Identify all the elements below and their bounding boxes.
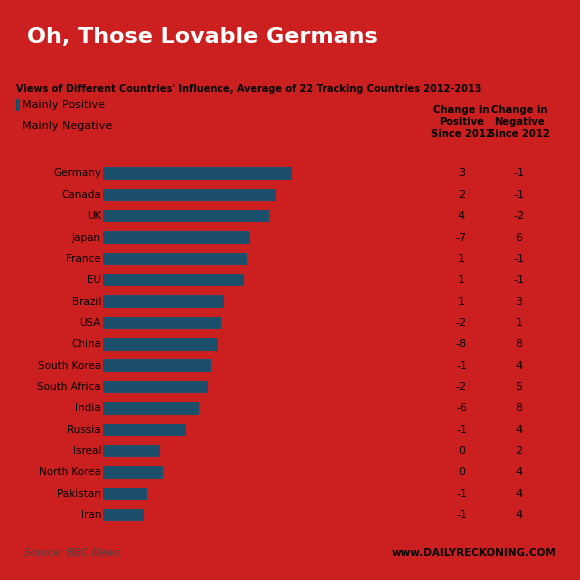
Text: India: India [75, 403, 101, 414]
Bar [304, 509, 494, 521]
Bar [304, 338, 452, 350]
Bar [304, 274, 391, 287]
Text: EU: EU [87, 276, 101, 285]
Text: -1: -1 [514, 190, 525, 200]
Text: Views of Different Countries' Influence, Average of 22 Tracking Countries 2012-2: Views of Different Countries' Influence,… [16, 84, 481, 94]
Bar [304, 253, 388, 265]
Text: -1: -1 [456, 361, 467, 371]
Text: -1: -1 [456, 510, 467, 520]
Text: Mainly Positive: Mainly Positive [23, 100, 106, 110]
Bar [103, 253, 246, 265]
Bar [304, 295, 401, 308]
Bar [304, 231, 407, 244]
Text: Pakistan: Pakistan [57, 489, 101, 499]
Text: France: France [66, 254, 101, 264]
Text: 4: 4 [516, 361, 523, 371]
Text: 8: 8 [516, 339, 523, 349]
Text: South Africa: South Africa [37, 382, 101, 392]
Bar [103, 445, 160, 457]
Text: 6: 6 [516, 233, 523, 242]
Text: -2: -2 [456, 318, 467, 328]
Text: China: China [71, 339, 101, 349]
Text: 1: 1 [458, 254, 465, 264]
Bar [103, 402, 199, 415]
Bar [304, 423, 423, 436]
Bar [103, 188, 276, 201]
Text: 4: 4 [516, 467, 523, 477]
Bar [103, 210, 269, 222]
Bar [103, 423, 186, 436]
Text: -7: -7 [456, 233, 467, 242]
Text: Russia: Russia [67, 425, 101, 435]
Bar [16, 99, 20, 111]
Bar [304, 402, 416, 415]
Bar [103, 466, 164, 478]
Text: -8: -8 [456, 339, 467, 349]
Bar [103, 317, 221, 329]
Bar [304, 317, 433, 329]
Text: 2: 2 [516, 446, 523, 456]
Text: 0: 0 [458, 446, 465, 456]
Text: 5: 5 [516, 382, 523, 392]
Text: Iran: Iran [81, 510, 101, 520]
Bar [103, 167, 292, 180]
Text: -2: -2 [456, 382, 467, 392]
Text: 3: 3 [516, 296, 523, 307]
Bar [16, 121, 20, 132]
Text: Brazil: Brazil [71, 296, 101, 307]
Bar [304, 466, 471, 478]
Bar [304, 210, 372, 222]
Text: South Korea: South Korea [38, 361, 101, 371]
Text: -1: -1 [514, 254, 525, 264]
Bar [103, 231, 250, 244]
Text: North Korea: North Korea [39, 467, 101, 477]
Bar [304, 188, 365, 201]
Text: Oh, Those Lovable Germans: Oh, Those Lovable Germans [27, 27, 378, 47]
Text: -1: -1 [456, 489, 467, 499]
Bar [103, 338, 218, 350]
Text: 0: 0 [458, 467, 465, 477]
Text: Japan: Japan [72, 233, 101, 242]
Text: Canada: Canada [61, 190, 101, 200]
Text: -1: -1 [514, 276, 525, 285]
Bar [304, 445, 449, 457]
Text: 4: 4 [458, 211, 465, 221]
Bar [103, 381, 208, 393]
Text: 2: 2 [458, 190, 465, 200]
Text: Change in
Positive
Since 2012: Change in Positive Since 2012 [430, 104, 492, 139]
Text: 3: 3 [458, 168, 465, 179]
Bar [304, 488, 471, 500]
Text: 1: 1 [458, 296, 465, 307]
Bar [103, 360, 212, 372]
Text: UK: UK [86, 211, 101, 221]
Text: Change in
Negative
Since 2012: Change in Negative Since 2012 [488, 104, 550, 139]
Bar [103, 509, 144, 521]
Text: Source: BBC News: Source: BBC News [24, 548, 119, 558]
Bar [304, 167, 359, 180]
Bar [103, 295, 224, 308]
Text: USA: USA [79, 318, 101, 328]
Bar [103, 488, 147, 500]
Text: 4: 4 [516, 489, 523, 499]
Text: 4: 4 [516, 425, 523, 435]
Text: Mainly Negative: Mainly Negative [23, 121, 113, 132]
Text: 1: 1 [516, 318, 523, 328]
Text: www.DAILYRECKONING.COM: www.DAILYRECKONING.COM [392, 548, 556, 558]
Text: -2: -2 [514, 211, 525, 221]
Bar [304, 381, 410, 393]
Text: Isreal: Isreal [72, 446, 101, 456]
Text: -1: -1 [456, 425, 467, 435]
Text: Germany: Germany [53, 168, 101, 179]
Text: 1: 1 [458, 276, 465, 285]
Bar [304, 360, 426, 372]
Text: -6: -6 [456, 403, 467, 414]
Bar [103, 274, 244, 287]
Text: 8: 8 [516, 403, 523, 414]
Text: -1: -1 [514, 168, 525, 179]
Text: 4: 4 [516, 510, 523, 520]
